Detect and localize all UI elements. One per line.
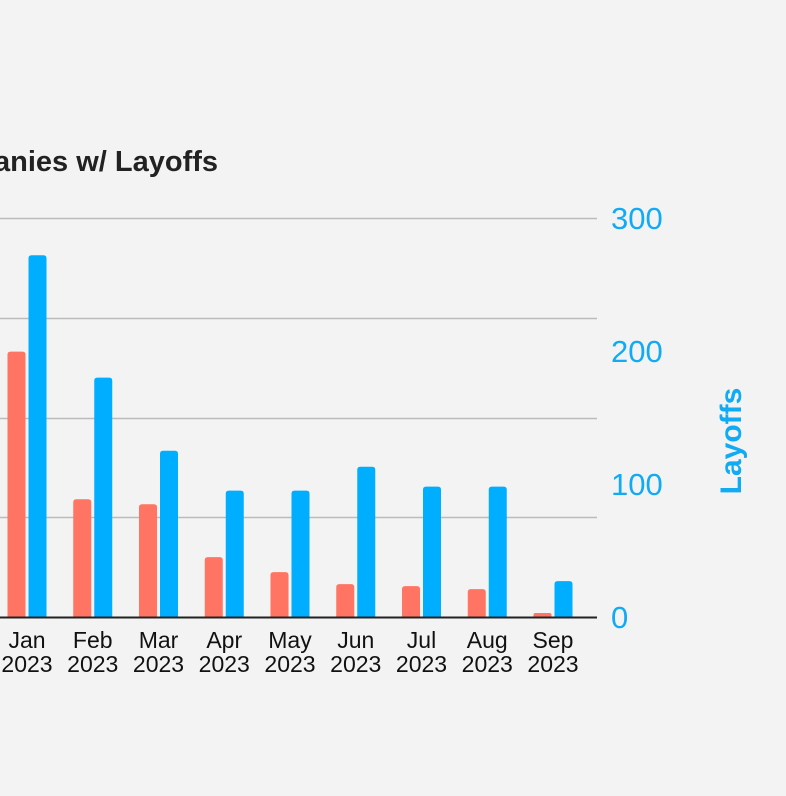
right-axis-tick-label: 0 xyxy=(611,600,628,635)
right-axis-tick-label: 100 xyxy=(611,467,663,502)
right-axis-title: Layoffs xyxy=(715,388,748,495)
bar-series-layoffs xyxy=(160,450,178,617)
bar-series-a xyxy=(336,584,355,617)
bar-series-layoffs xyxy=(357,466,376,617)
x-tick-label: Feb 2023 xyxy=(67,627,118,677)
right-axis-tick-labels: 0 100 200 300 xyxy=(611,201,663,635)
bar-series-a xyxy=(73,499,92,617)
bar-series-layoffs xyxy=(225,490,244,617)
bar-series-a xyxy=(7,351,26,617)
bar-series-layoffs xyxy=(28,255,47,618)
bar-series-layoffs xyxy=(488,486,507,617)
right-axis-tick-label: 200 xyxy=(611,334,663,369)
x-tick-label: May 2023 xyxy=(264,627,315,677)
x-tick-label: Jun 2023 xyxy=(330,627,381,677)
bars xyxy=(7,255,573,618)
bar-series-a xyxy=(270,572,289,617)
bar-series-a xyxy=(467,589,486,617)
x-tick-label: Jan 2023 xyxy=(1,627,52,677)
x-tick-label: Sep 2023 xyxy=(527,627,578,677)
x-tick-label: Apr 2023 xyxy=(199,627,250,677)
bar-series-layoffs xyxy=(423,486,441,617)
right-axis-tick-label: 300 xyxy=(611,201,663,236)
x-tick-labels: Jan 2023 Feb 2023 Mar 2023 Apr 2023 May 2023 Jun 20… xyxy=(1,627,578,677)
bar-series-a xyxy=(139,504,157,617)
bar-series-a xyxy=(204,557,223,617)
chart-title: anies w/ Layoffs xyxy=(0,146,218,178)
bar-series-layoffs xyxy=(554,581,573,617)
x-tick-label: Jul 2023 xyxy=(396,627,447,677)
bar-series-layoffs xyxy=(291,490,310,617)
x-tick-label: Aug 2023 xyxy=(462,627,513,677)
bar-series-layoffs xyxy=(94,377,113,617)
bar-series-a xyxy=(533,613,552,617)
bar-series-a xyxy=(402,586,420,617)
gridlines xyxy=(0,217,597,519)
x-tick-label: Mar 2023 xyxy=(133,627,184,677)
